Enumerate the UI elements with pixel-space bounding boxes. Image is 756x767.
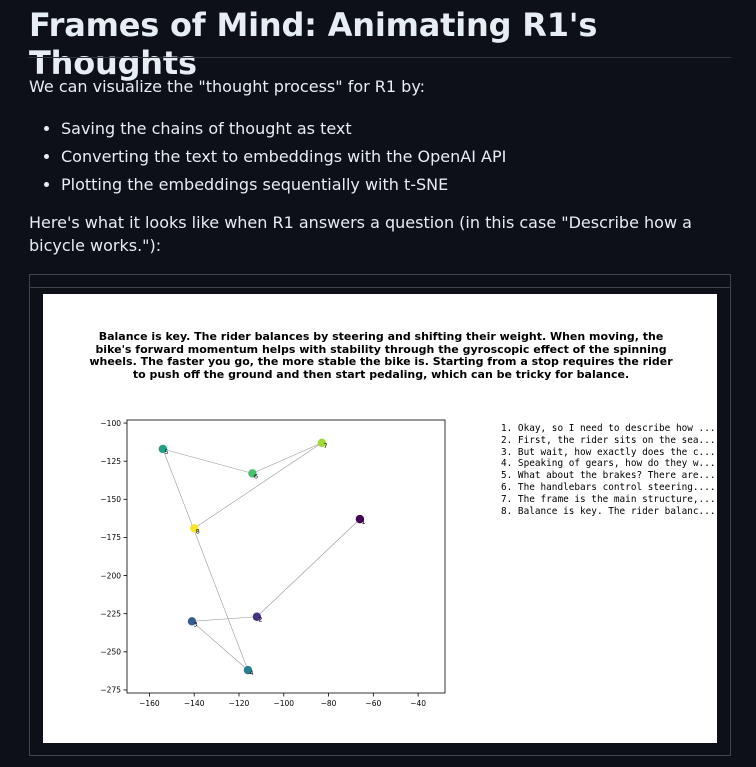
description-text: Here's what it looks like when R1 answer… (29, 213, 692, 255)
point-label-4: 4 (249, 669, 253, 677)
legend-item: 1. Okay, so I need to describe how ... (501, 423, 716, 434)
legend-item: 6. The handlebars control steering.... (501, 481, 716, 493)
title-divider (29, 57, 731, 58)
y-tick-label: −225 (100, 609, 121, 618)
x-tick-label: −140 (184, 699, 205, 708)
tsne-scatter-plot: −160 −140 −120 −100 −80 −60 −40 −100 −125 −150 −17… (100, 419, 446, 708)
x-tick-label: −60 (365, 699, 381, 708)
legend-item: 8. Balance is key. The rider balanc... (501, 505, 716, 517)
page-title: Frames of Mind: Animating R1's Thoughts (29, 6, 598, 82)
y-tick-label: −200 (100, 571, 121, 580)
legend-item: 4. Speaking of gears, how do they w... (501, 458, 716, 470)
animation-figure: Balance is key. The rider balances by st… (43, 294, 717, 743)
x-tick-label: −40 (410, 699, 426, 708)
legend-item: 2. First, the rider sits on the sea... (501, 434, 716, 446)
chart-title: Balance is key. The rider balances by st… (89, 330, 673, 381)
list-item: Plotting the embeddings sequentially wit… (61, 171, 506, 199)
point-label-3: 3 (193, 620, 197, 628)
legend-item: 5. What about the brakes? There are... (501, 470, 716, 482)
x-tick-label: −160 (139, 699, 160, 708)
sequence-line (194, 442, 322, 529)
x-tick-label: −100 (273, 699, 294, 708)
y-tick-label: −175 (100, 533, 121, 542)
sequence-line (191, 616, 257, 622)
table-header-divider (29, 287, 731, 288)
plot-frame (126, 419, 446, 694)
sequence-line (162, 448, 249, 671)
thought-legend: 1. Okay, so I need to describe how ... 2.… (501, 423, 715, 517)
data-point-8 (189, 524, 199, 533)
intro-text: We can visualize the "thought process" f… (29, 77, 426, 96)
data-point-4 (243, 665, 253, 675)
data-point-3 (187, 617, 197, 626)
legend-item: 7. The frame is the main structure,... (501, 493, 716, 505)
y-tick-label: −100 (100, 419, 121, 428)
point-label-1: 1 (361, 518, 365, 526)
data-point-1 (355, 514, 365, 524)
figure-table (29, 274, 731, 756)
legend-item: 3. But wait, how exactly does the c... (501, 446, 716, 458)
sequence-line (162, 448, 253, 474)
point-label-5: 5 (164, 448, 168, 456)
list-item: Saving the chains of thought as text (61, 115, 506, 143)
data-point-6 (248, 469, 257, 478)
y-tick-label: −150 (100, 495, 121, 504)
point-label-8: 8 (196, 527, 200, 535)
y-tick-label: −250 (100, 648, 121, 657)
steps-list: Saving the chains of thought as text Con… (29, 115, 506, 199)
point-label-7: 7 (323, 442, 327, 450)
data-point-2 (252, 612, 262, 621)
sequence-line (256, 518, 361, 617)
x-tick-label: −80 (321, 699, 337, 708)
data-point-7 (317, 438, 327, 448)
point-label-2: 2 (258, 616, 262, 624)
y-tick-label: −125 (100, 457, 121, 466)
x-tick-label: −120 (229, 699, 250, 708)
point-label-6: 6 (254, 472, 258, 480)
y-tick-label: −275 (100, 686, 121, 695)
sequence-line (252, 442, 322, 474)
data-point-5 (158, 444, 168, 454)
list-item: Converting the text to embeddings with t… (61, 143, 506, 171)
sequence-line (191, 621, 249, 671)
